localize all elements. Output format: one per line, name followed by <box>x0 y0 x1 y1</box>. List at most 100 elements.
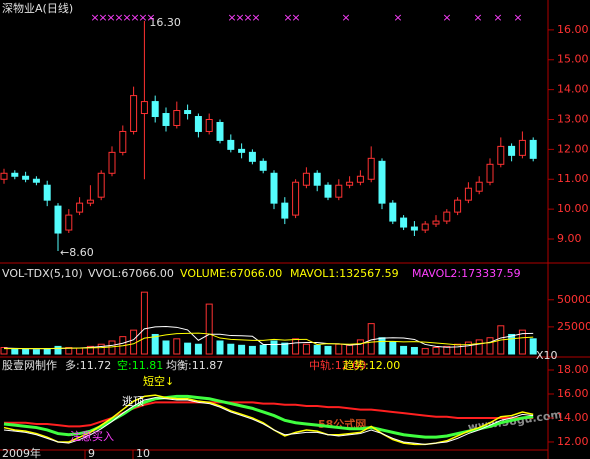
panel-header: VOLUME:67066.00 <box>180 267 282 280</box>
indicator-line <box>3 394 534 446</box>
volume-bar <box>151 333 159 355</box>
volume-bar <box>324 345 332 355</box>
candle-body <box>32 178 40 183</box>
volume-bar <box>508 333 516 355</box>
panel-header: 趋势:12.00 <box>343 359 400 372</box>
volume-bar <box>367 323 375 355</box>
candle-body <box>216 121 224 141</box>
candle-body <box>518 139 526 156</box>
candle-body <box>227 139 235 150</box>
y-tick-label: 12.00 <box>557 142 589 155</box>
indicator-line <box>4 401 534 428</box>
max-annotation: 16.30 <box>149 16 181 29</box>
candle-body <box>486 163 494 183</box>
candle-body <box>389 202 397 222</box>
volume-bar <box>421 348 429 355</box>
volume-bar <box>464 341 472 355</box>
volume-bar <box>389 341 397 355</box>
candle-body <box>22 175 30 180</box>
candle-body <box>378 160 386 204</box>
candle-body <box>173 110 181 126</box>
candle-body <box>313 172 321 186</box>
volume-bar <box>400 345 408 355</box>
candle-body <box>162 113 170 126</box>
volume-bar <box>54 345 62 355</box>
candle-body <box>270 172 278 204</box>
chart-title: 深物业A(日线) <box>2 1 73 15</box>
volume-bar <box>205 303 213 355</box>
volume-bar <box>270 340 278 355</box>
signal-marker: × <box>243 11 252 24</box>
volume-bar <box>475 339 483 355</box>
candle-body <box>454 199 462 213</box>
candle-body <box>346 181 354 186</box>
signal-marker: × <box>114 11 123 24</box>
candle-body <box>140 101 148 115</box>
volume-bar <box>173 338 181 355</box>
y-tick-label: 11.00 <box>557 172 589 185</box>
candle-body <box>151 101 159 118</box>
volume-bar <box>248 345 256 355</box>
y-tick-label: 16.00 <box>557 387 589 400</box>
panel-header: 股壹网制作 <box>2 359 57 372</box>
y-tick-label: 12.00 <box>557 435 589 448</box>
volume-bar <box>86 345 94 355</box>
volume-bar <box>346 344 354 355</box>
panel-header: VVOL:67066.00 <box>88 267 174 280</box>
y-tick-label: 14.00 <box>557 411 589 424</box>
volume-bar <box>432 346 440 355</box>
volume-bar <box>216 340 224 355</box>
volume-bar <box>292 338 300 355</box>
signal-marker: × <box>138 11 147 24</box>
signal-marker: × <box>442 11 451 24</box>
time-label: 2009年 <box>2 446 41 459</box>
signal-marker: × <box>283 11 292 24</box>
signal-marker: × <box>122 11 131 24</box>
signal-marker: × <box>341 11 350 24</box>
volume-bar <box>356 339 364 355</box>
candle-body <box>443 211 451 222</box>
candle-body <box>529 139 537 159</box>
signal-marker: × <box>106 11 115 24</box>
candle-body <box>324 184 332 198</box>
volume-bar <box>518 329 526 355</box>
candle-body <box>108 151 116 174</box>
volume-bar <box>454 343 462 355</box>
signal-marker: × <box>291 11 300 24</box>
candle-body <box>119 130 127 153</box>
candle-body <box>508 145 516 156</box>
volume-bar <box>76 347 84 355</box>
volume-bar <box>281 342 289 355</box>
panel-header: MAVOL1:132567.59 <box>290 267 399 280</box>
indicator-line <box>4 332 534 350</box>
candle-body <box>194 116 202 132</box>
y-tick-label: 10.00 <box>557 202 589 215</box>
volume-bar <box>32 349 40 355</box>
y-tick-label: 18.00 <box>557 363 589 376</box>
signal-label: 逃顶 <box>122 395 144 408</box>
panel-header: MAVOL2:173337.59 <box>412 267 521 280</box>
candle-body <box>0 172 8 180</box>
signal-marker: × <box>130 11 139 24</box>
volume-bar <box>259 344 267 355</box>
volume-bar <box>108 340 116 355</box>
volume-bar <box>0 346 8 355</box>
signal-marker: × <box>146 11 155 24</box>
signal-marker: × <box>393 11 402 24</box>
volume-bar <box>162 340 170 355</box>
time-label: 10 <box>136 447 150 459</box>
unit-label: X10 <box>536 349 558 362</box>
candle-body <box>367 157 375 180</box>
candle-body <box>432 220 440 225</box>
volume-bar <box>486 337 494 355</box>
indicator-line <box>3 397 534 445</box>
indicator-line <box>3 325 534 350</box>
volume-bar <box>97 343 105 355</box>
signal-marker: × <box>493 11 502 24</box>
panel-header: 均衡:11.87 <box>166 359 223 372</box>
panel-header: VOL-TDX(5,10) <box>2 267 83 280</box>
candle-body <box>54 205 62 234</box>
candle-body <box>97 172 105 198</box>
y-tick-label: 14.00 <box>557 83 589 96</box>
